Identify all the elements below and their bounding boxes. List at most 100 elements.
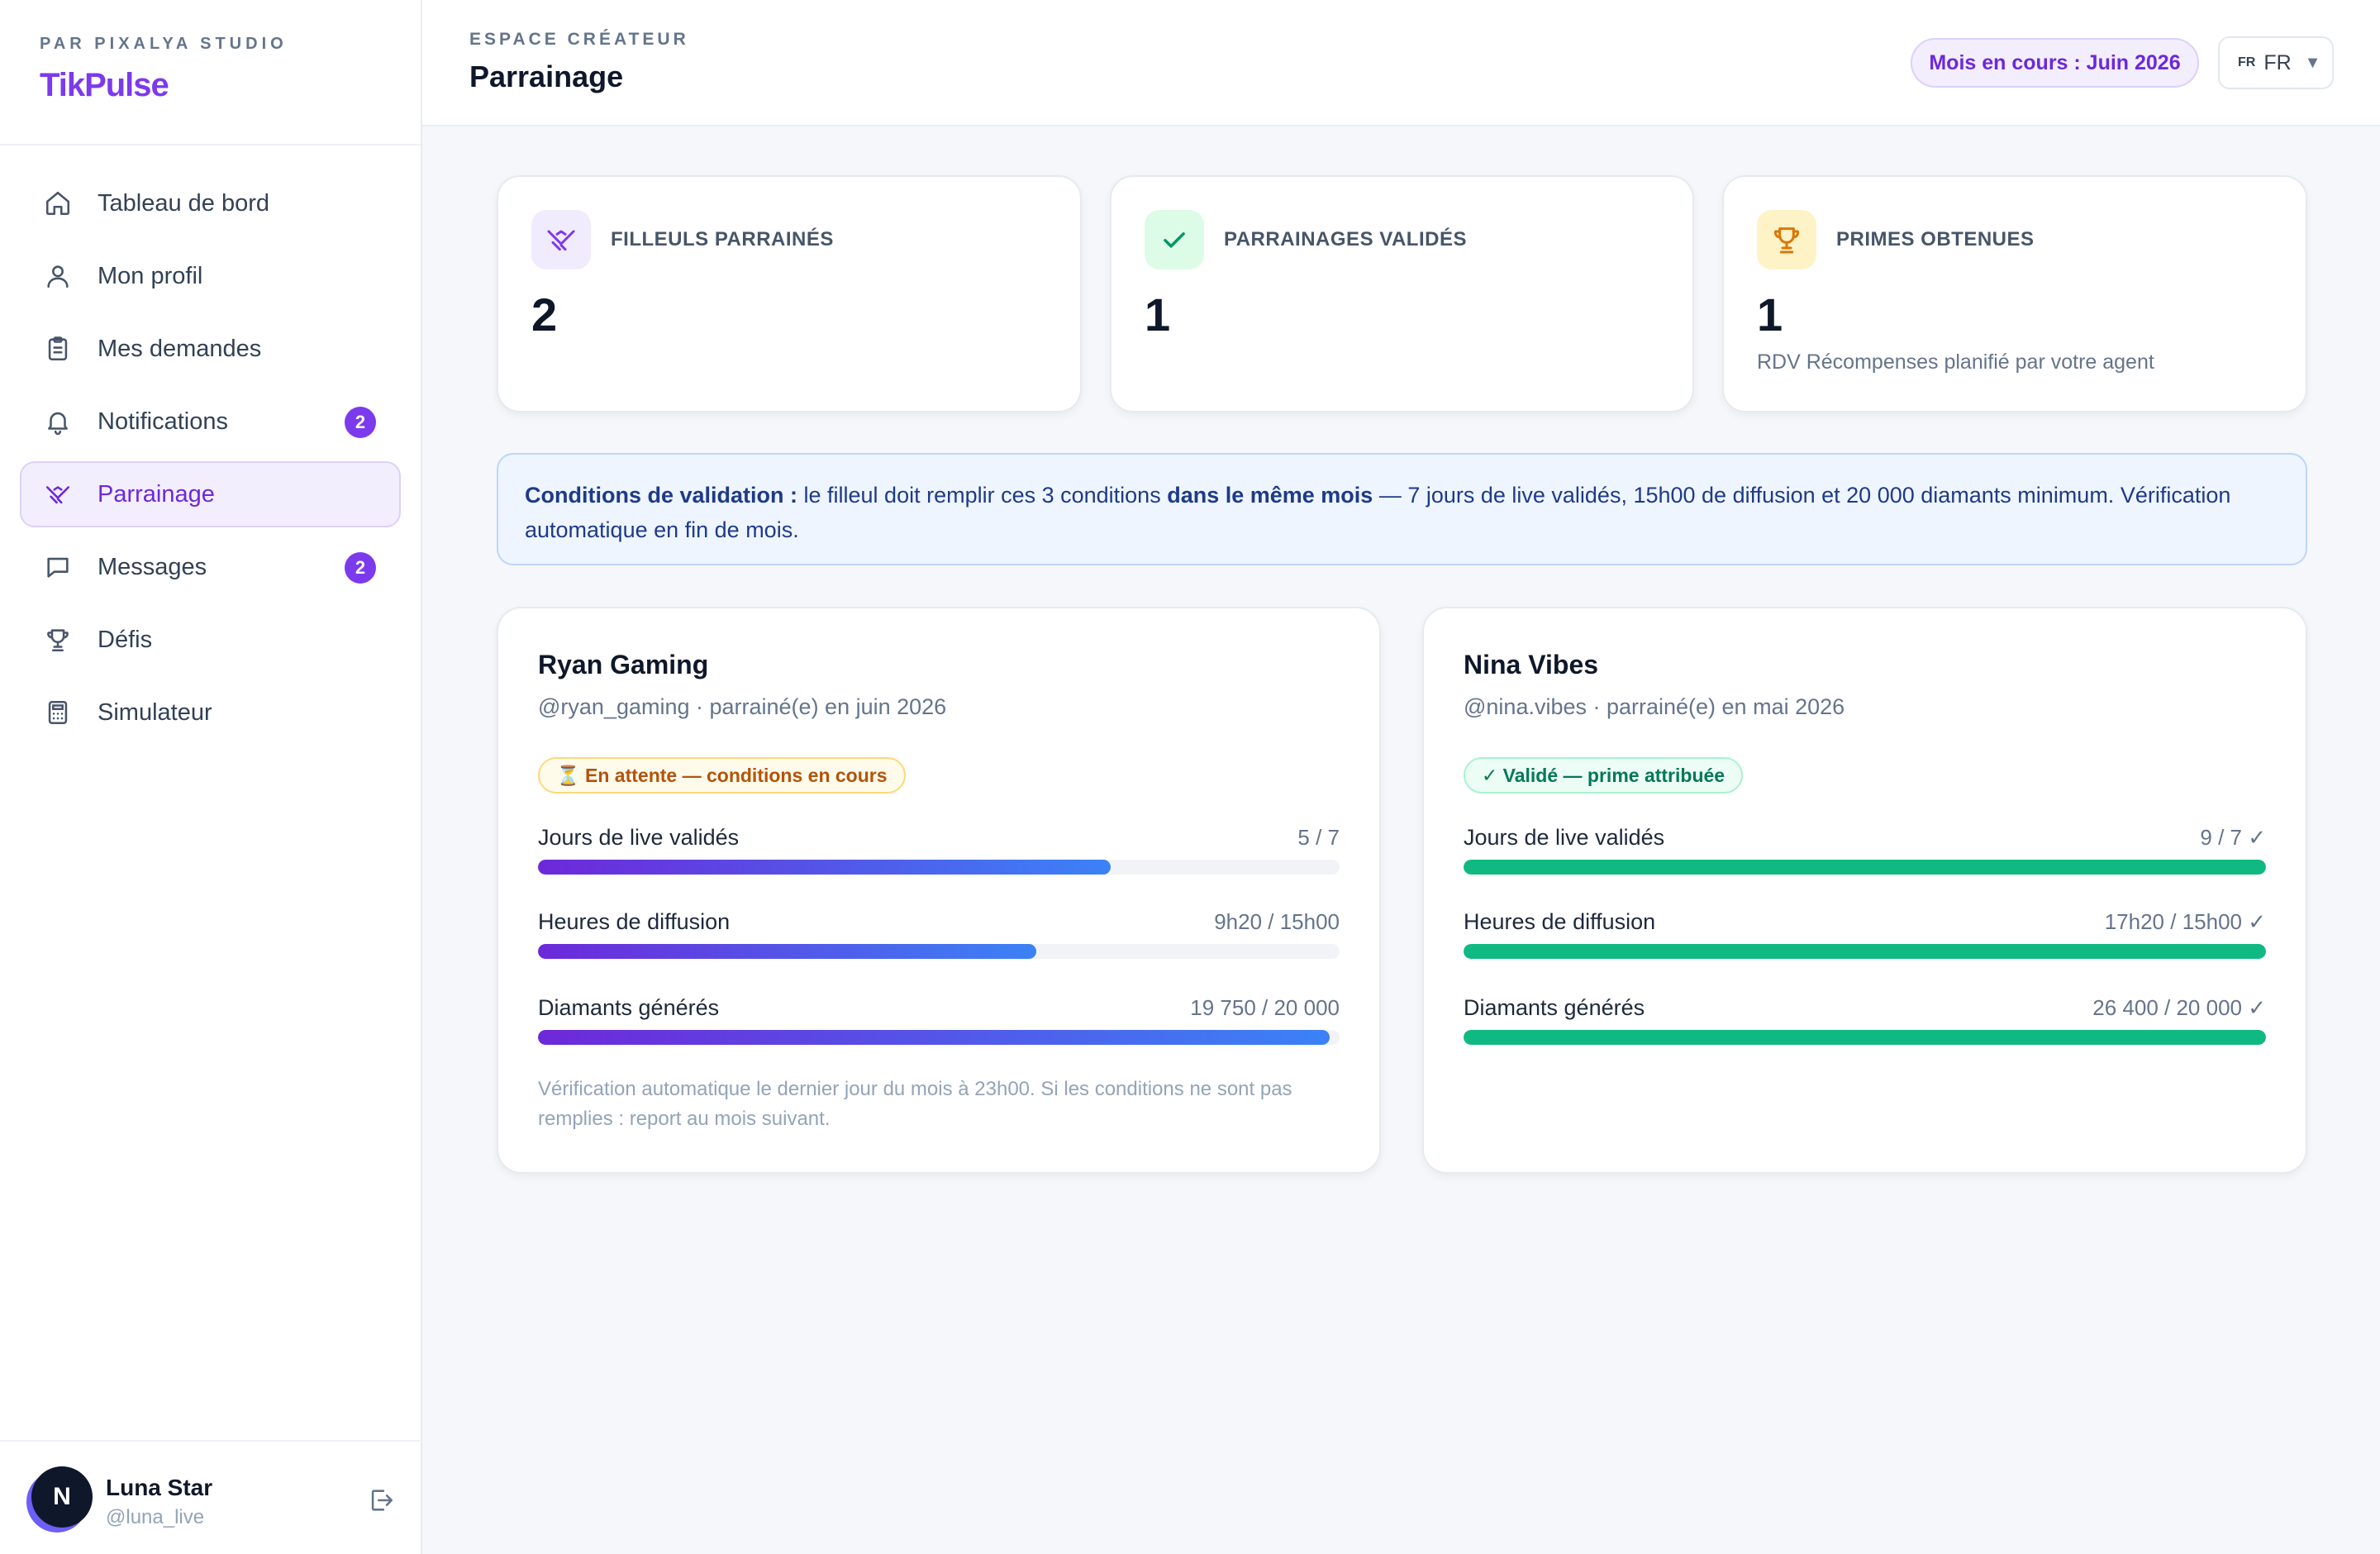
sidebar-item-label: Notifications — [98, 408, 228, 435]
metric-diamonds: Diamants générés 26 400 / 20 000 ✓ — [1464, 995, 2266, 1053]
metric-label: Heures de diffusion — [1464, 909, 1656, 934]
sidebar-item-simulator[interactable]: Simulateur — [20, 679, 401, 746]
progress-track — [538, 1030, 1340, 1045]
stat-card-validated: PARRAINAGES VALIDÉS 1 — [1110, 175, 1694, 412]
metric-label: Jours de live validés — [538, 825, 740, 850]
referral-handle: @nina.vibes · parrainé(e) en mai 2026 — [1464, 694, 1845, 719]
sidebar-item-challenges[interactable]: Défis — [20, 607, 401, 673]
banner-emphasis: dans le même mois — [1167, 483, 1373, 508]
stat-subtext: RDV Récompenses planifié par votre agent — [1757, 350, 2154, 374]
metric-broadcast-hours: Heures de diffusion 17h20 / 15h00 ✓ — [1464, 909, 2266, 967]
metric-value: 9h20 / 15h00 — [1214, 909, 1340, 934]
sidebar-item-label: Mon profil — [98, 262, 203, 289]
sidebar: PAR PIXALYA STUDIO TikPulse Tableau de b… — [0, 0, 422, 1554]
handshake-icon — [531, 210, 591, 269]
stat-value: 1 — [1757, 288, 1783, 341]
language-flag-code: FR — [2238, 55, 2256, 69]
header-kicker: ESPACE CRÉATEUR — [469, 30, 689, 49]
trophy-icon — [43, 625, 73, 655]
progress-track — [538, 944, 1340, 959]
brand-logo[interactable]: TikPulse — [40, 67, 169, 103]
progress-fill — [1464, 944, 2266, 959]
stat-label: PARRAINAGES VALIDÉS — [1224, 228, 1467, 250]
calculator-icon — [43, 698, 73, 727]
sidebar-item-label: Simulateur — [98, 698, 212, 726]
user-icon — [43, 261, 73, 291]
referral-card: Ryan Gaming @ryan_gaming · parrainé(e) e… — [497, 607, 1381, 1174]
chevron-down-icon: ▼ — [2304, 53, 2321, 72]
sidebar-item-label: Défis — [98, 626, 153, 653]
progress-fill — [1464, 1030, 2266, 1045]
home-icon — [43, 188, 73, 218]
status-badge: ✓ Validé — prime attribuée — [1464, 757, 1744, 794]
banner-text: le filleul doit remplir ces 3 conditions — [797, 483, 1168, 508]
metric-diamonds: Diamants générés 19 750 / 20 000 — [538, 995, 1340, 1053]
current-month-badge: Mois en cours : Juin 2026 — [1911, 38, 2199, 88]
sidebar-item-referral[interactable]: Parrainage — [20, 461, 401, 527]
progress-fill — [538, 944, 1037, 959]
clipboard-icon — [43, 334, 73, 364]
metric-live-days: Jours de live validés 9 / 7 ✓ — [1464, 825, 2266, 883]
progress-fill — [538, 860, 1111, 875]
handshake-icon — [43, 479, 73, 509]
stat-card-referred: FILLEULS PARRAINÉS 2 — [497, 175, 1082, 412]
sidebar-item-dashboard[interactable]: Tableau de bord — [20, 170, 401, 236]
page-title: Parrainage — [469, 60, 624, 93]
message-count-badge: 2 — [345, 552, 376, 584]
bell-icon — [43, 407, 73, 436]
metric-label: Jours de live validés — [1464, 825, 1665, 850]
progress-track — [1464, 1030, 2266, 1045]
language-select[interactable]: FR FR ▼ — [2218, 36, 2334, 89]
sidebar-item-notifications[interactable]: Notifications 2 — [20, 388, 401, 455]
metric-value: 19 750 / 20 000 — [1190, 995, 1340, 1020]
user-name: Luna Star — [106, 1475, 213, 1500]
chat-icon — [43, 552, 73, 582]
brand-kicker: PAR PIXALYA STUDIO — [40, 35, 288, 53]
validation-conditions-banner: Conditions de validation : le filleul do… — [497, 453, 2307, 565]
metric-value: 17h20 / 15h00 ✓ — [2104, 909, 2266, 934]
progress-track — [538, 860, 1340, 875]
metric-label: Diamants générés — [538, 995, 720, 1020]
user-profile-box: N Luna Star @luna_live — [0, 1440, 422, 1554]
banner-text: — 7 jours de live validés, 15h00 de diff… — [525, 483, 2231, 542]
referral-name: Ryan Gaming — [538, 650, 709, 679]
stat-card-rewards: PRIMES OBTENUES 1 RDV Récompenses planif… — [1722, 175, 2307, 412]
trophy-icon — [1757, 210, 1816, 269]
notification-count-badge: 2 — [345, 407, 376, 438]
sidebar-item-label: Messages — [98, 553, 207, 580]
logout-icon[interactable] — [367, 1486, 395, 1514]
brand: PAR PIXALYA STUDIO TikPulse — [0, 0, 421, 145]
sidebar-item-label: Parrainage — [98, 480, 215, 508]
progress-track — [1464, 860, 2266, 875]
sidebar-item-requests[interactable]: Mes demandes — [20, 316, 401, 382]
progress-fill — [1464, 860, 2266, 875]
stat-label: FILLEULS PARRAINÉS — [611, 228, 834, 250]
sidebar-nav: Tableau de bord Mon profil Mes demandes … — [0, 145, 421, 746]
referral-name: Nina Vibes — [1464, 650, 1599, 679]
stat-value: 2 — [531, 288, 558, 341]
stat-label: PRIMES OBTENUES — [1836, 228, 2035, 250]
metric-live-days: Jours de live validés 5 / 7 — [538, 825, 1340, 883]
status-badge: ⏳ En attente — conditions en cours — [538, 757, 906, 794]
stat-value: 1 — [1145, 288, 1171, 341]
sidebar-item-messages[interactable]: Messages 2 — [20, 534, 401, 600]
metric-label: Diamants générés — [1464, 995, 1645, 1020]
check-icon — [1145, 210, 1204, 269]
progress-fill — [538, 1030, 1330, 1045]
metric-value: 26 400 / 20 000 ✓ — [2092, 995, 2266, 1020]
verification-note: Vérification automatique le dernier jour… — [538, 1078, 1292, 1130]
sidebar-item-profile[interactable]: Mon profil — [20, 243, 401, 309]
user-handle: @luna_live — [106, 1506, 205, 1528]
language-selected-value: FR — [2263, 50, 2292, 74]
metric-label: Heures de diffusion — [538, 909, 731, 934]
banner-lead: Conditions de validation : — [525, 483, 797, 508]
referral-card: Nina Vibes @nina.vibes · parrainé(e) en … — [1422, 607, 2307, 1174]
metric-value: 5 / 7 — [1297, 825, 1340, 850]
metric-broadcast-hours: Heures de diffusion 9h20 / 15h00 — [538, 909, 1340, 967]
top-header: ESPACE CRÉATEUR Parrainage Mois en cours… — [422, 0, 2380, 126]
sidebar-item-label: Tableau de bord — [98, 189, 269, 217]
progress-track — [1464, 944, 2266, 959]
referral-handle: @ryan_gaming · parrainé(e) en juin 2026 — [538, 694, 947, 719]
avatar[interactable]: N — [31, 1466, 93, 1528]
sidebar-item-label: Mes demandes — [98, 335, 262, 362]
